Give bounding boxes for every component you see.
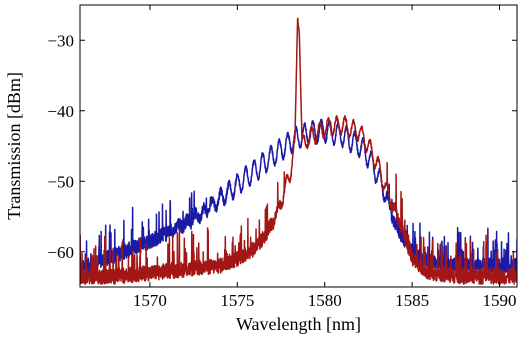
x-tick-label: 1575 [220, 291, 254, 310]
tick-layer: 1570 1575 1580 1585 1590 −30 −40 −50 −60 [47, 5, 517, 310]
y-tick-label: −60 [47, 243, 74, 262]
series-line-2 [80, 17, 517, 285]
x-tick-label: 1580 [308, 291, 342, 310]
x-tick-label: 1570 [133, 291, 167, 310]
y-tick-label: −50 [47, 172, 74, 191]
x-axis-label: Wavelength [nm] [236, 314, 361, 334]
y-tick-label: −40 [47, 102, 74, 121]
y-axis-label: Transmission [dBm] [4, 72, 24, 220]
y-tick-label: −30 [47, 31, 74, 50]
x-tick-label: 1585 [395, 291, 429, 310]
plot-frame [79, 4, 518, 288]
series-layer [80, 17, 517, 285]
x-tick-label: 1590 [483, 291, 517, 310]
